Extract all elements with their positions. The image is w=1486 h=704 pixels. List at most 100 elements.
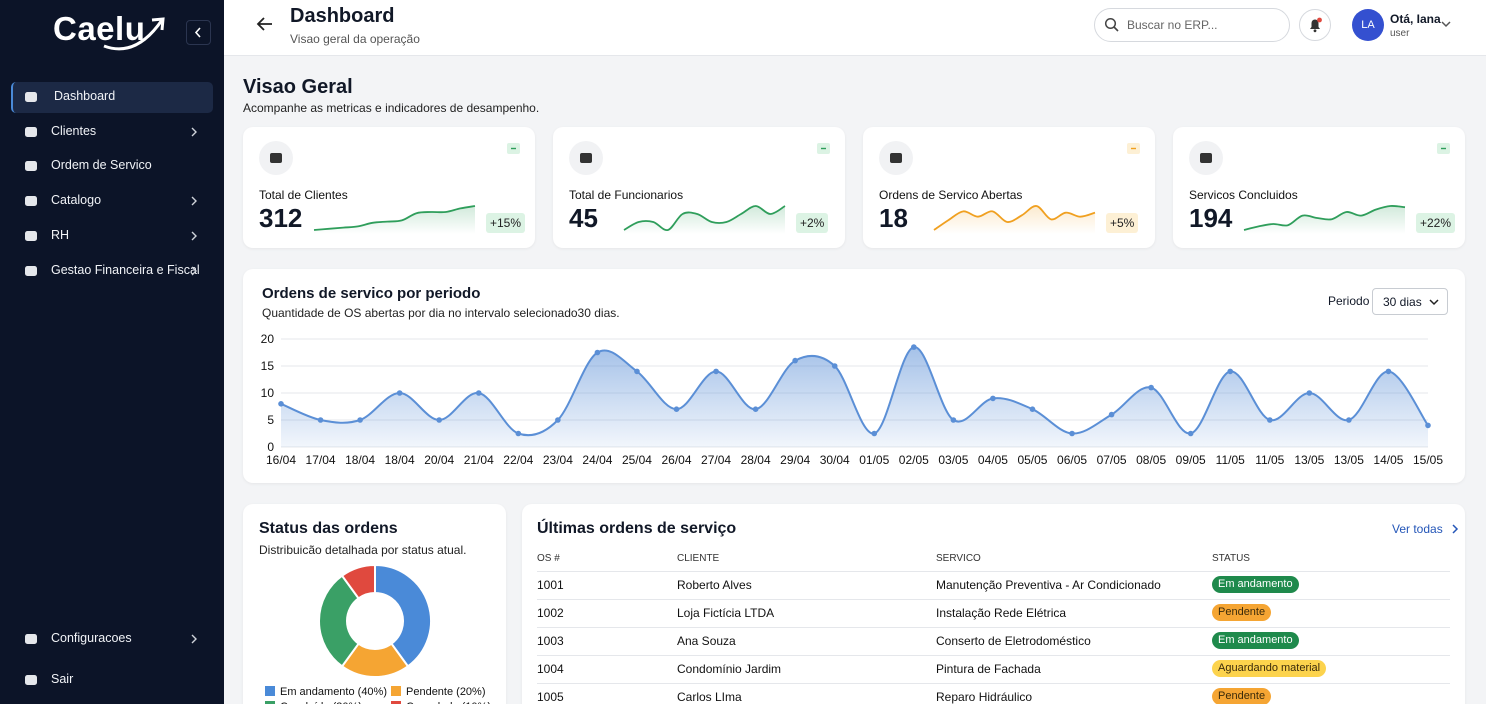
data-point: [1306, 390, 1313, 396]
nav-icon: [25, 230, 37, 241]
data-point: [831, 363, 838, 369]
nav-chevron: [191, 127, 197, 137]
kpi-change: +2%: [796, 213, 829, 233]
kpi-label: Servicos Concluidos: [1189, 188, 1298, 202]
kpi-value: 312: [259, 203, 303, 233]
kpi-label: Ordens de Servico Abertas: [879, 188, 1023, 202]
table-cell: 1005: [537, 690, 564, 704]
data-point: [357, 417, 363, 423]
data-point: [752, 406, 759, 412]
kpi-icon-glyph: [890, 153, 902, 163]
x-tick-label: 23/04: [543, 453, 573, 467]
nav-label[interactable]: Dashboard: [54, 89, 116, 103]
x-tick-label: 28/04: [741, 453, 771, 467]
column-header: SERVICO: [936, 553, 981, 564]
y-tick-label: 15: [261, 359, 275, 373]
status-badge: Em andamento: [1212, 632, 1299, 649]
table-cell: Condomínio Jardim: [677, 662, 782, 676]
data-point: [555, 417, 561, 423]
row-divider: [537, 599, 1450, 600]
notifications-button[interactable]: [1299, 9, 1331, 41]
kpi-card: Ordens de Servico Abertas 18 +5%: [863, 127, 1155, 248]
user-menu-chevron[interactable]: [1440, 18, 1452, 30]
x-tick-label: 30/04: [820, 453, 850, 467]
nav-label[interactable]: Sair: [51, 672, 74, 686]
chart-title: Ordens de servico por periodo: [262, 285, 481, 302]
nav-chevron: [191, 196, 197, 206]
donut-segment: [318, 574, 360, 668]
logo[interactable]: Caelu: [53, 10, 146, 47]
see-all-link[interactable]: Ver todas: [1392, 522, 1443, 536]
nav-label[interactable]: Gestao Financeira e Fiscal: [51, 262, 200, 277]
data-point: [673, 406, 680, 412]
x-tick-label: 26/04: [662, 453, 692, 467]
data-point: [634, 368, 640, 375]
sparkline-line: [623, 205, 786, 231]
nav-chevron: [191, 634, 197, 644]
data-point: [515, 430, 522, 437]
nav-icon-shape: [25, 126, 37, 137]
nav-label[interactable]: Ordem de Servico: [51, 158, 152, 173]
page-subtitle: Visao geral da operação: [290, 32, 420, 46]
x-tick-label: 11/05: [1216, 453, 1245, 467]
donut-segment: [374, 563, 432, 668]
kpi-card: Total de Funcionarios 45 +2%: [553, 127, 845, 248]
x-tick-label: 08/05: [1136, 453, 1166, 467]
table-title: Últimas ordens de serviço: [537, 520, 737, 537]
y-tick-label: 0: [267, 440, 274, 454]
kpi-change: +5%: [1106, 213, 1139, 233]
table-cell: Roberto Alves: [677, 578, 752, 592]
nav-chevron: [191, 266, 197, 275]
kpi-value: 194: [1189, 203, 1233, 233]
kpi-icon: [569, 141, 603, 175]
header: Dashboard Visao geral da operação Buscar…: [224, 0, 1486, 56]
nav-label[interactable]: RH: [51, 227, 70, 242]
kpi-sparkline: [623, 205, 786, 234]
select-chevron: [1429, 299, 1439, 306]
nav-label[interactable]: Clientes: [51, 123, 97, 138]
chevron: [191, 196, 197, 206]
kpi-icon-glyph: [580, 153, 592, 163]
data-point: [278, 401, 284, 407]
period-select[interactable]: 30 dias: [1372, 288, 1448, 315]
x-tick-label: 03/05: [938, 453, 968, 467]
data-point: [396, 390, 403, 396]
area-chart: 0 5 10 15 20 16/04 17/04 18/04 18/04 20/04 21/04 22…: [261, 332, 1444, 467]
data-point: [475, 390, 482, 396]
nav-label[interactable]: Catalogo: [51, 193, 102, 208]
x-tick-label: 04/05: [978, 453, 1008, 467]
see-all-chevron[interactable]: [1450, 523, 1460, 535]
kpi-status-dot: [817, 143, 830, 154]
bell-icon: [1310, 17, 1322, 33]
legend-label: Pendente (20%): [406, 686, 486, 698]
y-tick-label: 20: [261, 332, 275, 346]
period-label: Periodo: [1328, 294, 1370, 308]
nav-icon: [25, 196, 37, 207]
column-header: OS #: [537, 553, 560, 564]
nav-icon: [25, 161, 37, 172]
x-tick-label: 13/05: [1334, 453, 1364, 467]
collapse-button[interactable]: [186, 20, 211, 45]
data-point: [1425, 422, 1431, 429]
nav-label[interactable]: Configuracoes: [51, 631, 132, 645]
back-button[interactable]: [256, 15, 274, 33]
chevron: [191, 266, 197, 275]
x-tick-label: 17/04: [306, 453, 336, 467]
avatar[interactable]: LA: [1352, 9, 1384, 41]
row-divider: [537, 683, 1450, 684]
status-card: Status das ordens Distribuicão detalhada…: [243, 504, 506, 704]
nav-icon: [25, 265, 37, 276]
logo-swoosh: [103, 17, 165, 51]
column-header: STATUS: [1212, 553, 1250, 564]
nav-icon-shape: [25, 265, 37, 276]
column-header: CLIENTE: [677, 553, 720, 564]
legend-swatch: [265, 701, 275, 704]
search-box[interactable]: Buscar no ERP...: [1094, 8, 1290, 42]
data-point: [990, 395, 996, 402]
table-cell: Ana Souza: [677, 634, 736, 648]
x-tick-label: 06/05: [1057, 453, 1087, 467]
data-point: [1108, 411, 1115, 418]
kpi-label: Total de Funcionarios: [569, 188, 684, 202]
table-cell: Pintura de Fachada: [936, 662, 1041, 676]
data-point: [1148, 384, 1154, 391]
